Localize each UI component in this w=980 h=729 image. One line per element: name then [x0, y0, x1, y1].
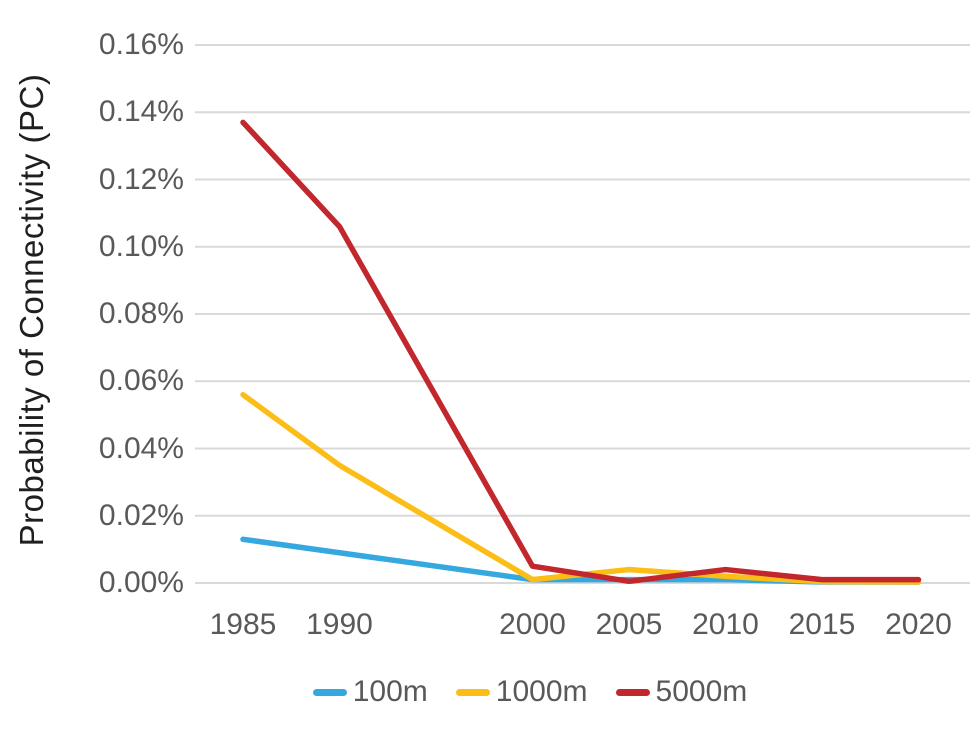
- y-tick-label: 0.00%: [98, 566, 184, 599]
- x-tick-label: 1990: [306, 608, 373, 641]
- y-tick-label: 0.10%: [98, 229, 184, 263]
- series-line-5000m: [240, 119, 922, 585]
- legend-swatch-1000m: [455, 688, 490, 696]
- legend-item-5000m: 5000m: [615, 672, 748, 712]
- legend: 100m 1000m 5000m: [140, 672, 920, 712]
- x-tick-label: 2010: [692, 608, 759, 641]
- x-tick-label: 2015: [788, 608, 856, 641]
- legend-label: 100m: [352, 675, 428, 708]
- legend-swatch-100m: [312, 688, 347, 696]
- y-tick-label: 0.14%: [98, 95, 184, 129]
- legend-item-100m: 100m: [312, 672, 428, 712]
- legend-label: 1000m: [495, 675, 588, 708]
- x-tick-label: 2020: [885, 608, 952, 641]
- x-tick-label: 2005: [595, 608, 663, 641]
- legend-label: 5000m: [655, 675, 748, 708]
- legend-swatch-5000m: [615, 688, 650, 696]
- legend-item-1000m: 1000m: [455, 672, 588, 712]
- y-tick-label: 0.16%: [98, 28, 184, 61]
- x-tick-label: 2000: [499, 608, 566, 641]
- y-tick-label: 0.06%: [98, 364, 184, 398]
- y-tick-label: 0.04%: [98, 431, 184, 465]
- y-tick-label: 0.12%: [98, 162, 184, 196]
- y-tick-label: 0.08%: [98, 297, 184, 330]
- x-tick-label: 1985: [209, 608, 277, 641]
- y-tick-label: 0.02%: [98, 498, 184, 532]
- y-axis-title: Probability of Connectivity (PC): [13, 73, 50, 547]
